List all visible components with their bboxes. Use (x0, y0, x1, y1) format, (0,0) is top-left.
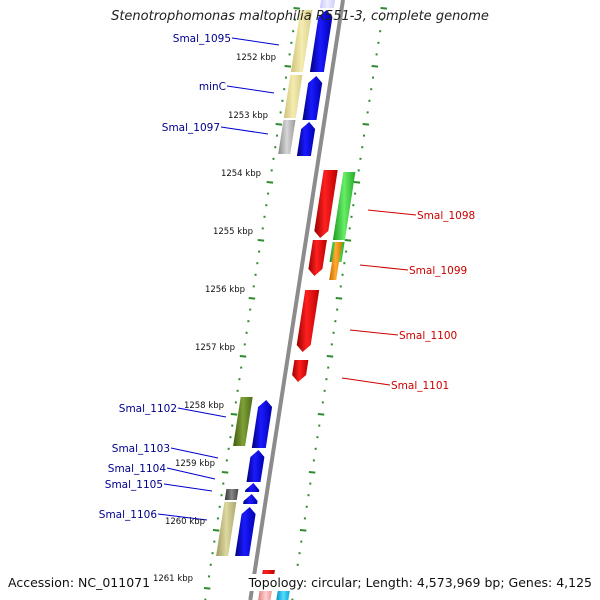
kbp-label: 1255 kbp (213, 227, 253, 237)
label-leader-line (177, 407, 227, 418)
tick-mark (221, 471, 229, 474)
tick-mark (293, 7, 301, 10)
label-leader-line (157, 513, 208, 521)
topology-text: Topology: circular; Length: 4,573,969 bp… (246, 574, 594, 591)
label-leader-line (226, 85, 275, 94)
gene-arrow (235, 507, 256, 556)
label-leader-line (341, 377, 391, 386)
tick-mark (326, 355, 334, 358)
gene-label: Smal_1095 (173, 33, 231, 45)
tick-mark (230, 413, 238, 416)
tick-mark (335, 297, 343, 300)
gene-label: Smal_1098 (417, 210, 475, 222)
label-leader-line (166, 467, 216, 480)
genome-backbone (248, 0, 345, 600)
kbp-label: 1256 kbp (205, 285, 245, 295)
gene-label: Smal_1106 (99, 509, 158, 521)
genome-title: Stenotrophomonas maltophilia R551-3, com… (111, 9, 489, 24)
gene-cog-block (283, 75, 303, 118)
label-leader-line (163, 483, 213, 492)
label-leader-line (367, 209, 417, 216)
tick-mark (275, 123, 283, 126)
label-leader-line (349, 329, 399, 336)
tick-mark (380, 7, 388, 10)
gene-arrow (319, 0, 335, 8)
tick-mark (203, 587, 211, 590)
gene-arrow (246, 450, 265, 482)
gene-arrow (302, 76, 323, 120)
kbp-scale-labels: 1252 kbp 1253 kbp 1254 kbp 1255 kbp 1256 kbp… (153, 53, 276, 584)
gene-features (216, 0, 356, 600)
gene-label: minC (199, 81, 226, 93)
tick-mark (257, 239, 265, 242)
outer-tick-track (203, 7, 301, 600)
gene-label: Smal_1104 (108, 463, 167, 475)
gene-arrow (308, 240, 327, 276)
gene-label: Smal_1102 (119, 403, 177, 415)
gene-cog-block (216, 502, 237, 556)
tick-mark (299, 529, 307, 532)
gene-label: Smal_1103 (112, 443, 170, 455)
gene-arrow (296, 122, 316, 156)
gene-arrow (251, 400, 273, 448)
gene-arrow (292, 360, 309, 382)
gene-cog-block (290, 10, 313, 72)
kbp-label: 1252 kbp (236, 53, 276, 63)
gene-arrow (243, 494, 258, 504)
accession-text: Accession: NC_011071 (6, 574, 153, 591)
kbp-label: 1253 kbp (228, 111, 268, 121)
gene-cog-block (332, 172, 356, 240)
kbp-label: 1254 kbp (221, 169, 261, 179)
tick-mark (371, 65, 379, 68)
gene-cog-block (224, 489, 239, 500)
gene-name-labels: Smal_1095 minC Smal_1097 Smal_1098 Smal_1099… (99, 33, 475, 521)
gene-arrow (309, 10, 333, 72)
kbp-label: 1257 kbp (195, 343, 235, 353)
gene-cog-block (329, 242, 343, 280)
gene-cog-block (278, 120, 296, 154)
label-leader-line (170, 447, 219, 459)
tick-mark (284, 65, 292, 68)
tick-mark (266, 181, 274, 184)
label-leader-line (220, 126, 269, 135)
tick-mark (362, 123, 370, 126)
gene-label: Smal_1105 (105, 479, 163, 491)
gene-cog-block (233, 397, 253, 446)
tick-mark (239, 355, 247, 358)
kbp-label: 1261 kbp (153, 574, 193, 584)
tick-mark (212, 529, 220, 532)
label-leader-line (359, 264, 409, 271)
gene-arrow (296, 290, 320, 352)
tick-mark (248, 297, 256, 300)
label-leader-lines (157, 37, 417, 521)
label-leader-line (231, 37, 280, 46)
gene-label: Smal_1101 (391, 380, 449, 392)
kbp-label: 1260 kbp (165, 517, 205, 527)
gene-arrow (314, 170, 338, 238)
gene-label: Smal_1100 (399, 330, 457, 342)
kbp-label: 1259 kbp (175, 459, 215, 469)
tick-mark (308, 471, 316, 474)
tick-mark (344, 239, 352, 242)
kbp-label: 1258 kbp (184, 401, 224, 411)
gene-label: Smal_1097 (162, 122, 220, 134)
gene-label: Smal_1099 (409, 265, 467, 277)
tick-mark (353, 181, 361, 184)
tick-mark (317, 413, 325, 416)
gene-arrow (245, 483, 260, 492)
